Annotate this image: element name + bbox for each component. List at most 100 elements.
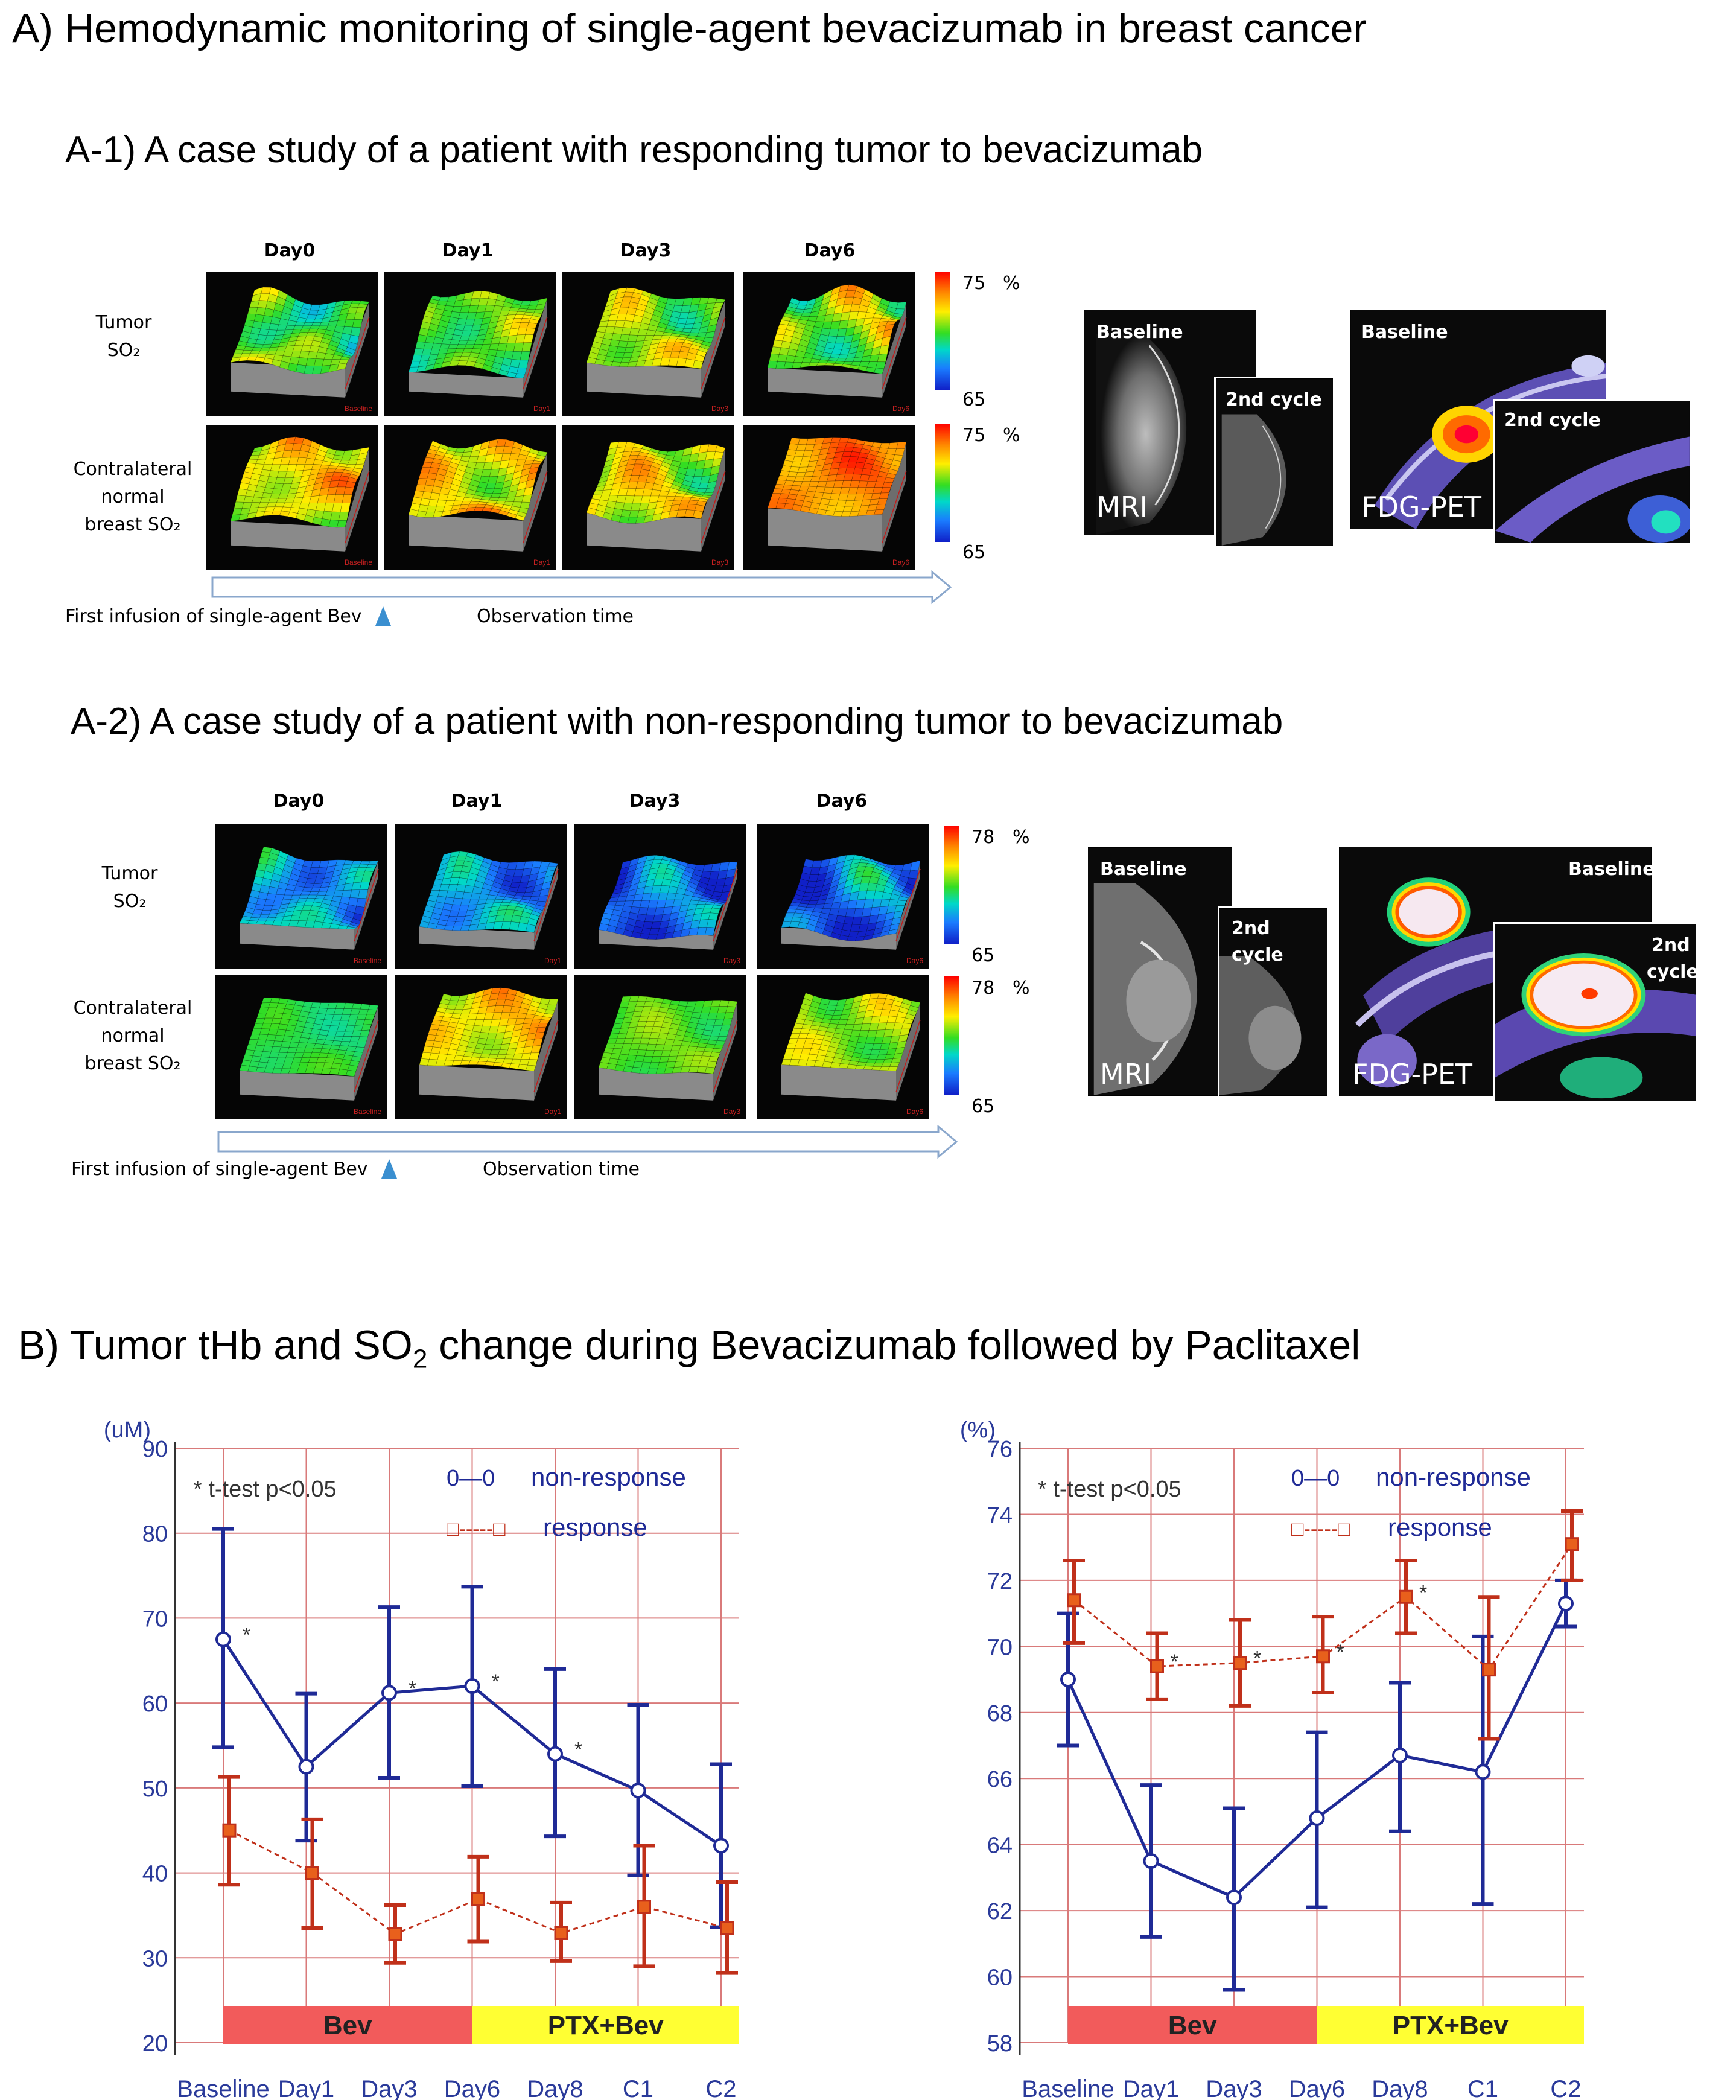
thb-chart: 20 30 40 50 60 70 80 90(uM) Baseline Day1 Day3 Day6… <box>104 1418 739 2100</box>
response-point <box>1067 1593 1081 1608</box>
a1-row-label-tumor: Tumor SO₂ <box>95 312 152 361</box>
infusion-marker-icon <box>381 1159 397 1179</box>
a2-pet-2nd-cycle-image: 2nd cycle <box>1493 922 1698 1103</box>
y-tick-label: 66 <box>987 1767 1013 1792</box>
nonresponse-point <box>215 1631 231 1647</box>
legend-marker-nonresponse: 0—0 <box>447 1466 495 1491</box>
x-tick-label: Baseline <box>1022 2076 1114 2100</box>
x-tick-label: C2 <box>1550 2076 1581 2100</box>
a1-pet-label: FDG-PET <box>1361 491 1482 523</box>
a2-mri-2nd-tag-2: cycle <box>1232 944 1283 966</box>
a1-colorbar-min: 65 <box>962 389 986 410</box>
nonresponse-point <box>1143 1853 1159 1869</box>
y-unit-label: (uM) <box>104 1418 151 1443</box>
significance-marker: * <box>243 1624 250 1647</box>
a2-row-label-tumor: Tumor SO₂ <box>101 863 158 912</box>
so2-surface-map: Day6 <box>757 824 929 969</box>
phase-label: PTX+Bev <box>548 2011 664 2040</box>
a2-pet-baseline-tag: Baseline <box>1568 859 1653 880</box>
a2-colorbar-bottom <box>944 976 959 1095</box>
a2-colorbar-top <box>944 826 959 944</box>
x-tick-label: Day6 <box>1289 2076 1345 2100</box>
y-tick-label: 60 <box>142 1691 168 1717</box>
y-tick-label: 60 <box>987 1965 1013 1991</box>
response-point <box>720 1921 734 1935</box>
a1-colorbar-unit: % <box>1003 273 1020 294</box>
legend-marker-response: □-----□ <box>1291 1518 1350 1541</box>
response-point <box>1316 1649 1330 1664</box>
a1-pet-2nd-tag: 2nd cycle <box>1504 410 1601 431</box>
nonresponse-point <box>298 1758 314 1775</box>
so2-surface-map: Day3 <box>562 425 734 570</box>
a2-day-label: Day0 <box>273 791 325 812</box>
y-tick-label: 80 <box>142 1522 168 1547</box>
nonresponse-point <box>464 1678 480 1694</box>
a2-mri-2nd-tag-1: 2nd <box>1232 918 1270 939</box>
nonresponse-point <box>1060 1672 1076 1688</box>
significance-marker: * <box>492 1670 500 1693</box>
y-tick-label: 70 <box>142 1606 168 1632</box>
response-point <box>388 1927 402 1941</box>
response-point <box>1233 1656 1247 1670</box>
so2-surface-map: Day3 <box>562 272 734 416</box>
a2-day-label: Day6 <box>816 791 868 812</box>
panel-a2-title: A-2) A case study of a patient with non-… <box>71 701 1283 742</box>
y-tick-label: 62 <box>987 1899 1013 1924</box>
x-tick-label: Day3 <box>361 2076 417 2100</box>
y-tick-label: 30 <box>142 1946 168 1971</box>
nonresponse-point <box>1226 1889 1242 1906</box>
y-tick-label: 74 <box>987 1503 1013 1528</box>
legend-marker-response: □-----□ <box>447 1518 506 1541</box>
nonresponse-point <box>547 1746 563 1762</box>
response-point <box>1150 1659 1164 1673</box>
figure-title-b: B) Tumor tHb and SO2 change during Bevac… <box>18 1322 1361 1374</box>
legend-label-response: response <box>1388 1513 1492 1541</box>
a2-row-label-contralateral: Contralateral normal breast SO₂ <box>73 998 192 1074</box>
y-tick-label: 64 <box>987 1833 1013 1859</box>
legend-label-nonresponse: non-response <box>1376 1463 1531 1491</box>
nonresponse-point <box>630 1783 646 1799</box>
legend-label-nonresponse: non-response <box>531 1463 686 1491</box>
y-tick-label: 90 <box>142 1437 168 1462</box>
a2-pet-2nd-tag-2: cycle <box>1647 961 1698 982</box>
a1-mri-2nd-cycle-image: 2nd cycle <box>1214 377 1335 548</box>
so2-surface-map: Baseline <box>215 824 387 969</box>
a1-colorbar-bottom <box>935 424 950 542</box>
a1-colorbar-unit: % <box>1003 425 1020 446</box>
a2-mri-label: MRI <box>1100 1058 1152 1090</box>
phase-bar-ptx <box>1317 2006 1584 2044</box>
x-tick-label: C1 <box>1467 2076 1498 2100</box>
response-point <box>305 1866 319 1880</box>
a2-timeline-left: First infusion of single-agent Bev <box>71 1159 368 1180</box>
significance-marker: * <box>1253 1647 1261 1670</box>
response-point <box>1482 1662 1496 1677</box>
response-point <box>1399 1589 1413 1604</box>
a1-day-label: Day0 <box>264 240 316 261</box>
y-tick-label: 70 <box>987 1635 1013 1660</box>
a1-pet-baseline-tag: Baseline <box>1361 322 1448 343</box>
so2-surface-map: Day6 <box>757 975 929 1119</box>
nonresponse-point <box>713 1838 729 1854</box>
infusion-marker-icon <box>375 606 391 626</box>
so2-surface-map: Day3 <box>574 824 746 969</box>
a2-mri-2nd-cycle-image: 2nd cycle <box>1218 906 1329 1098</box>
a2-day-label: Day1 <box>451 791 503 812</box>
significance-marker: * <box>1337 1641 1344 1664</box>
x-tick-label: Baseline <box>177 2076 269 2100</box>
so2-chart: 58 60 62 64 66 68 70 72 74 76(%) Baseline Day1 Day3 D… <box>960 1418 1584 2100</box>
so2-surface-map: Day6 <box>743 272 915 416</box>
a1-timeline-left: First infusion of single-agent Bev <box>65 606 362 627</box>
response-point <box>554 1926 568 1940</box>
phase-bar-bev <box>223 2006 472 2044</box>
so2-surface-map: Baseline <box>206 425 378 570</box>
panel-a1-title: A-1) A case study of a patient with resp… <box>65 129 1203 171</box>
x-tick-label: Day6 <box>444 2076 500 2100</box>
nonresponse-point <box>1392 1747 1408 1763</box>
a2-colorbar-max: 78 <box>971 978 995 999</box>
a2-pet-2nd-tag-1: 2nd <box>1652 935 1690 956</box>
y-tick-label: 76 <box>987 1437 1013 1462</box>
phase-bar-bev <box>1068 2006 1317 2044</box>
a2-mri-baseline-image: Baseline MRI <box>1086 845 1234 1098</box>
nonresponse-point <box>1309 1810 1325 1826</box>
figure-title-a: A) Hemodynamic monitoring of single-agen… <box>12 5 1367 51</box>
